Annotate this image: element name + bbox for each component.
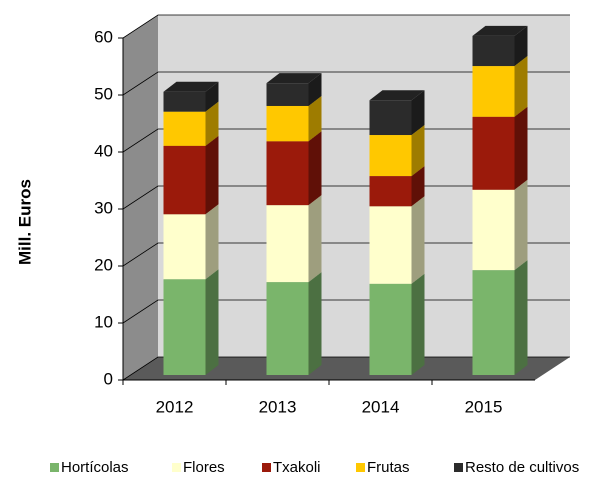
- bar-side: [308, 95, 322, 142]
- bar-front: [266, 105, 309, 142]
- bar-side: [514, 260, 528, 375]
- bar-top: [266, 73, 322, 84]
- bar-side: [308, 272, 322, 375]
- bar: [369, 90, 425, 136]
- bar-front: [163, 145, 206, 215]
- legend-swatch: [262, 463, 271, 472]
- bar: [163, 81, 219, 112]
- bar-side: [411, 125, 425, 177]
- y-tick-label: 20: [94, 255, 113, 274]
- x-tick-label: 2014: [362, 397, 400, 416]
- bar-front: [266, 205, 309, 283]
- bar-side: [514, 106, 528, 190]
- bar-side: [308, 73, 322, 106]
- bar-front: [266, 282, 309, 375]
- x-tick-label: 2013: [259, 397, 297, 416]
- legend-label: Resto de cultivos: [465, 459, 579, 476]
- bar-top: [472, 25, 528, 36]
- bar-side: [411, 196, 425, 284]
- bar-front: [163, 111, 206, 146]
- grid-line: [122, 185, 570, 210]
- bar-top: [369, 90, 425, 101]
- grid-line: [122, 14, 570, 39]
- bar-side: [514, 56, 528, 117]
- bar-side: [205, 204, 219, 280]
- bar-front: [369, 100, 412, 136]
- bar-front: [472, 116, 515, 190]
- legend-label: Txakoli: [273, 459, 321, 476]
- legend-swatch: [50, 463, 59, 472]
- bar-front: [369, 283, 412, 375]
- bar-side: [205, 135, 219, 215]
- bar-side: [205, 81, 219, 112]
- grid-line: [122, 71, 570, 96]
- x-tick-label: 2012: [156, 397, 194, 416]
- bar-front: [472, 66, 515, 117]
- bar-side: [308, 195, 322, 283]
- legend-label: Flores: [183, 459, 225, 476]
- bar: [266, 131, 322, 206]
- grid-line: [122, 242, 570, 267]
- bar: [472, 106, 528, 190]
- bar-front: [163, 91, 206, 112]
- bar-front: [266, 141, 309, 206]
- y-tick-label: 50: [94, 84, 113, 103]
- legend-swatch: [172, 463, 181, 472]
- bar-top: [163, 81, 219, 92]
- y-tick-label: 10: [94, 312, 113, 331]
- bar-front: [163, 279, 206, 375]
- y-tick-label: 40: [94, 141, 113, 160]
- legend-swatch: [454, 463, 463, 472]
- bar-side: [514, 179, 528, 271]
- bar: [266, 73, 322, 106]
- legend-label: Hortícolas: [61, 459, 129, 476]
- bar: [163, 269, 219, 375]
- grid-line: [122, 299, 570, 324]
- y-axis-label: Mill. Euros: [15, 179, 34, 265]
- bar: [369, 273, 425, 375]
- bar-front: [472, 189, 515, 271]
- grid-line: [122, 128, 570, 153]
- bar: [472, 179, 528, 271]
- bar-front: [472, 35, 515, 67]
- y-tick-label: 30: [94, 198, 113, 217]
- bar: [369, 196, 425, 284]
- bar-front: [163, 214, 206, 280]
- bar-side: [514, 25, 528, 67]
- bar-front: [369, 206, 412, 284]
- bar-front: [472, 270, 515, 375]
- legend-label: Frutas: [367, 459, 410, 476]
- bar: [472, 25, 528, 67]
- bar: [472, 260, 528, 375]
- bar-side: [205, 101, 219, 146]
- bar: [163, 204, 219, 280]
- y-tick-label: 0: [104, 369, 113, 388]
- bar-front: [266, 83, 309, 106]
- bar-side: [411, 166, 425, 207]
- bar-side: [411, 90, 425, 136]
- bar: [163, 135, 219, 215]
- bar: [266, 272, 322, 375]
- legend-swatch: [356, 463, 365, 472]
- x-tick-label: 2015: [465, 397, 503, 416]
- bar-side: [308, 131, 322, 206]
- bar: [266, 195, 322, 283]
- bar-front: [369, 135, 412, 177]
- grid-line: [122, 356, 570, 381]
- bar-side: [205, 269, 219, 375]
- bar-side: [411, 273, 425, 375]
- bar-front: [369, 176, 412, 207]
- floor: [123, 357, 570, 380]
- y-tick-label: 60: [94, 27, 113, 46]
